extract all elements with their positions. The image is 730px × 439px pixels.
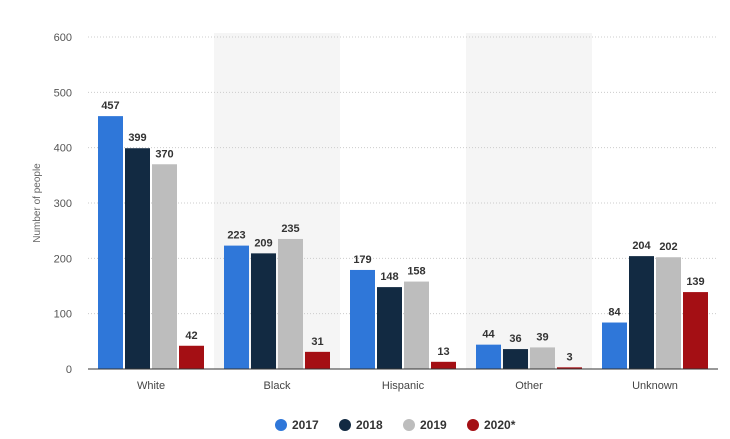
bar-black-2017 <box>224 245 249 369</box>
data-label-hispanic-2017: 179 <box>353 254 371 266</box>
data-label-black-2020: 31 <box>311 336 323 348</box>
y-tick-300: 300 <box>54 198 72 210</box>
bar-unknown-2018 <box>629 256 654 369</box>
y-tick-0: 0 <box>66 364 72 376</box>
bar-hispanic-2019 <box>404 281 429 369</box>
x-axis-categories: White Black Hispanic Other Unknown <box>137 380 678 392</box>
x-tick-black: Black <box>264 380 291 392</box>
data-label-black-2019: 235 <box>281 223 299 235</box>
data-label-unknown-2017: 84 <box>608 307 621 319</box>
data-label-hispanic-2019: 158 <box>407 266 425 278</box>
data-label-unknown-2020: 139 <box>686 276 704 288</box>
data-label-unknown-2018: 204 <box>632 240 651 252</box>
legend-marker-2017 <box>275 419 287 431</box>
gridlines <box>88 36 718 315</box>
legend: 2017 2018 2019 2020* <box>275 418 516 432</box>
bar-white-2017 <box>98 116 123 369</box>
y-tick-400: 400 <box>54 143 72 155</box>
legend-marker-2020 <box>467 419 479 431</box>
y-tick-100: 100 <box>54 309 72 321</box>
legend-marker-2019 <box>403 419 415 431</box>
bar-black-2020 <box>305 351 330 369</box>
data-label-white-2019: 370 <box>155 148 173 160</box>
bar-other-2020 <box>557 367 582 369</box>
bar-unknown-2020 <box>683 292 708 369</box>
data-label-other-2019: 39 <box>536 331 548 343</box>
bar-white-2018 <box>125 148 150 369</box>
bar-other-2019 <box>530 347 555 369</box>
y-tick-500: 500 <box>54 87 72 99</box>
category-band-other <box>466 33 592 369</box>
bar-white-2020 <box>179 345 204 369</box>
y-tick-600: 600 <box>54 32 72 44</box>
bars <box>98 116 708 369</box>
data-label-other-2017: 44 <box>482 329 495 341</box>
legend-marker-2018 <box>339 419 351 431</box>
data-label-white-2020: 42 <box>185 330 197 342</box>
x-tick-white: White <box>137 380 165 392</box>
bar-hispanic-2017 <box>350 269 375 369</box>
y-axis-ticks: 0 100 200 300 400 500 600 <box>54 32 72 376</box>
x-tick-other: Other <box>515 380 543 392</box>
data-label-black-2017: 223 <box>227 230 245 242</box>
bar-white-2019 <box>152 164 177 369</box>
data-label-black-2018: 209 <box>254 237 272 249</box>
data-labels: 457 399 370 42 223 209 235 31 179 148 158 13 44 36 39 3… <box>101 100 704 363</box>
legend-label-2020: 2020* <box>484 418 516 432</box>
x-tick-hispanic: Hispanic <box>382 380 425 392</box>
x-tick-unknown: Unknown <box>632 380 678 392</box>
data-label-white-2018: 399 <box>128 132 146 144</box>
bar-other-2018 <box>503 349 528 369</box>
data-label-unknown-2019: 202 <box>659 241 677 253</box>
y-axis-label: Number of people <box>32 163 43 243</box>
data-label-hispanic-2020: 13 <box>437 346 449 358</box>
data-label-white-2017: 457 <box>101 100 119 112</box>
bar-unknown-2017 <box>602 322 627 369</box>
bar-black-2018 <box>251 253 276 369</box>
legend-label-2017: 2017 <box>292 418 319 432</box>
y-tick-200: 200 <box>54 253 72 265</box>
bar-unknown-2019 <box>656 257 681 369</box>
data-label-other-2018: 36 <box>509 333 521 345</box>
bar-hispanic-2020 <box>431 361 456 369</box>
bar-other-2017 <box>476 344 501 369</box>
data-label-hispanic-2018: 148 <box>380 271 398 283</box>
legend-label-2018: 2018 <box>356 418 383 432</box>
legend-label-2019: 2019 <box>420 418 447 432</box>
bar-black-2019 <box>278 238 303 369</box>
data-label-other-2020: 3 <box>566 351 572 363</box>
bar-hispanic-2018 <box>377 287 402 369</box>
